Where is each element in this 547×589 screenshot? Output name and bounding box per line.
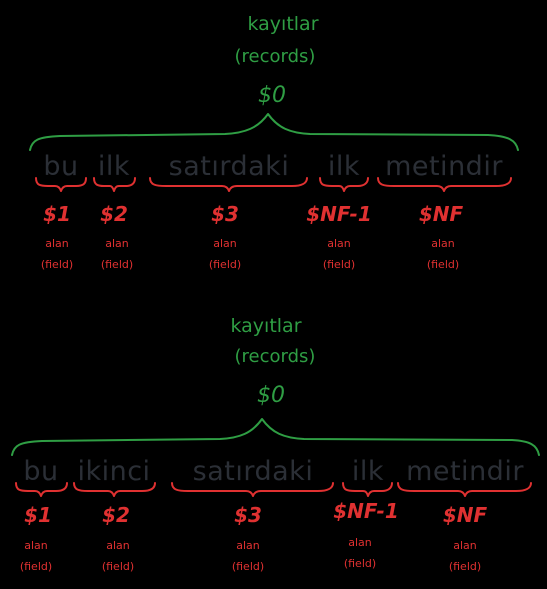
field-variable: $3 (211, 202, 239, 226)
field-brace (149, 177, 308, 192)
field-brace (15, 482, 68, 497)
field-brace (35, 177, 87, 192)
field-brace (342, 482, 393, 497)
field-brace (319, 177, 369, 192)
field-label: alan (106, 539, 130, 552)
field-word: metindir (406, 456, 524, 487)
field-label-en: (field) (427, 258, 459, 271)
field-word: ilk (352, 456, 384, 487)
field-label-en: (field) (323, 258, 355, 271)
record-title: kayıtlar (247, 13, 318, 35)
field-word: bu (23, 456, 58, 487)
field-label: alan (105, 237, 129, 250)
field-variable: $NF-1 (306, 202, 372, 226)
field-label-en: (field) (232, 560, 264, 573)
field-label: alan (45, 237, 69, 250)
field-label: alan (431, 237, 455, 250)
field-variable: $2 (100, 202, 128, 226)
field-word: satırdaki (169, 151, 290, 182)
field-label-en: (field) (449, 560, 481, 573)
field-variable: $3 (234, 503, 262, 527)
field-word: bu (43, 151, 78, 182)
field-word: ilk (328, 151, 360, 182)
field-variable: $1 (43, 202, 71, 226)
field-label: alan (348, 536, 372, 549)
field-label-en: (field) (101, 258, 133, 271)
field-label: alan (236, 539, 260, 552)
field-word: satırdaki (193, 456, 314, 487)
field-variable: $NF (419, 202, 464, 226)
record-variable: $0 (257, 383, 285, 408)
field-label: alan (327, 237, 351, 250)
field-brace (73, 482, 156, 497)
record-subtitle: (records) (235, 46, 316, 67)
record-block-2: kayıtlar (records) $0 bu ikinci satırdak… (11, 315, 540, 573)
record-subtitle: (records) (235, 346, 316, 367)
field-word: ikinci (77, 456, 150, 487)
record-title: kayıtlar (230, 315, 301, 337)
field-label: alan (24, 539, 48, 552)
record-brace (11, 418, 540, 456)
field-brace (377, 177, 512, 192)
field-variable: $NF (443, 503, 488, 527)
field-variable: $NF-1 (333, 499, 399, 523)
field-label-en: (field) (41, 258, 73, 271)
field-label: alan (453, 539, 477, 552)
field-label-en: (field) (209, 258, 241, 271)
record-brace (29, 113, 519, 151)
field-variable: $2 (102, 503, 130, 527)
field-brace (93, 177, 136, 192)
field-variable: $1 (24, 503, 52, 527)
record-block-1: kayıtlar (records) $0 bu ilk satırdaki i… (29, 13, 519, 271)
field-label-en: (field) (344, 557, 376, 570)
field-word: metindir (385, 151, 503, 182)
field-word: ilk (98, 151, 130, 182)
field-label-en: (field) (102, 560, 134, 573)
field-brace (171, 482, 334, 497)
field-brace (397, 482, 532, 497)
field-label: alan (213, 237, 237, 250)
record-variable: $0 (258, 83, 286, 108)
field-label-en: (field) (20, 560, 52, 573)
